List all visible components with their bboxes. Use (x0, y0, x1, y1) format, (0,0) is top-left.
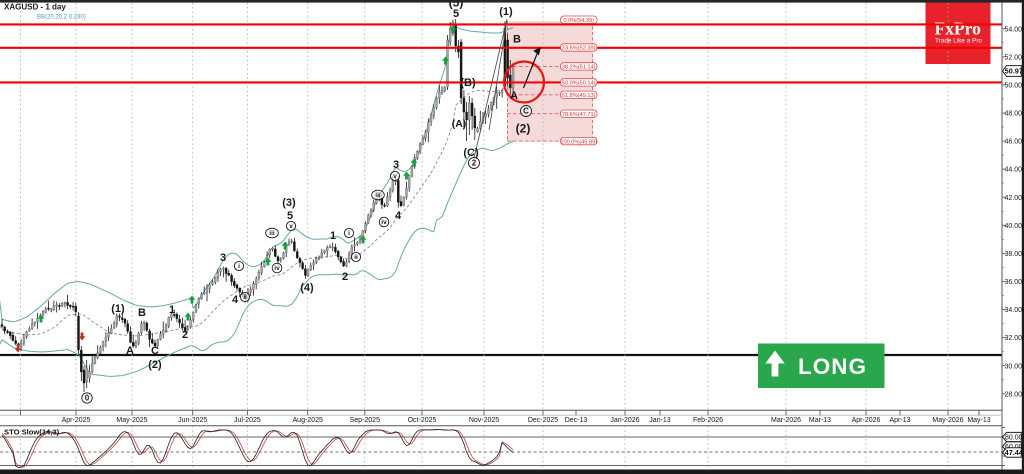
svg-text:i: i (238, 263, 240, 270)
svg-text:40.00: 40.00 (1005, 223, 1023, 230)
svg-text:Nov-2025: Nov-2025 (469, 417, 499, 424)
svg-text:iv: iv (381, 219, 387, 226)
svg-text:(1): (1) (499, 6, 513, 18)
svg-text:Jul-2025: Jul-2025 (234, 417, 261, 424)
svg-text:C: C (523, 107, 529, 116)
svg-text:38.2%(51.14): 38.2%(51.14) (562, 65, 596, 71)
svg-text:1: 1 (169, 304, 175, 316)
svg-text:(5): (5) (449, 0, 464, 9)
svg-text:2: 2 (472, 159, 477, 168)
svg-text:ii: ii (243, 294, 247, 301)
svg-text:42.00: 42.00 (1005, 195, 1023, 202)
svg-text:50.0%(50.14): 50.0%(50.14) (562, 81, 596, 87)
svg-text:36.00: 36.00 (1005, 279, 1023, 286)
svg-text:i: i (348, 230, 350, 237)
svg-text:44.00: 44.00 (1005, 167, 1023, 174)
svg-text:3: 3 (393, 159, 399, 171)
svg-text:80.00: 80.00 (1005, 435, 1023, 442)
svg-text:Mar-2026: Mar-2026 (771, 417, 801, 424)
svg-text:3: 3 (220, 252, 226, 264)
svg-text:A: A (510, 90, 518, 102)
svg-text:Apr-13: Apr-13 (889, 417, 910, 424)
svg-text:38.00: 38.00 (1005, 251, 1023, 258)
svg-text:1: 1 (330, 230, 336, 242)
svg-text:23.6%(52.39): 23.6%(52.39) (562, 46, 596, 52)
svg-text:LONG: LONG (798, 354, 867, 379)
svg-text:C: C (151, 345, 159, 357)
svg-text:BB(20,20,2 0.230): BB(20,20,2 0.230) (37, 14, 86, 20)
svg-text:Dec-13: Dec-13 (565, 417, 588, 424)
svg-text:2: 2 (182, 329, 188, 341)
svg-text:54.00: 54.00 (1005, 26, 1023, 33)
svg-text:Oct-2025: Oct-2025 (408, 417, 437, 424)
svg-text:May-2026: May-2026 (932, 417, 963, 424)
svg-text:FxPro: FxPro (935, 18, 982, 38)
svg-text:B: B (138, 307, 146, 319)
svg-text:Apr-2025: Apr-2025 (62, 417, 91, 424)
svg-text:50.97: 50.97 (1005, 67, 1023, 76)
svg-text:48.00: 48.00 (1005, 111, 1023, 118)
svg-text:47.44: 47.44 (1005, 448, 1024, 457)
svg-text:Sep-2025: Sep-2025 (350, 417, 380, 424)
svg-text:May-2025: May-2025 (116, 417, 147, 424)
svg-text:(C): (C) (463, 147, 479, 159)
svg-text:iii: iii (269, 230, 275, 237)
svg-text:78.6%(47.71): 78.6%(47.71) (562, 112, 596, 118)
svg-text:(A): (A) (452, 118, 467, 130)
svg-text:0: 0 (85, 394, 90, 403)
svg-text:STO Slow(14,3): STO Slow(14,3) (4, 428, 60, 437)
svg-text:5: 5 (453, 8, 459, 20)
svg-text:B: B (513, 33, 521, 45)
svg-text:5: 5 (287, 210, 293, 222)
svg-text:(3): (3) (282, 197, 296, 209)
svg-text:Jun-2025: Jun-2025 (178, 417, 207, 424)
svg-text:Feb-2026: Feb-2026 (693, 417, 723, 424)
svg-text:Dec-2025: Dec-2025 (528, 417, 558, 424)
svg-text:(1): (1) (111, 303, 125, 315)
svg-text:Aug-2025: Aug-2025 (293, 417, 323, 424)
svg-text:iii: iii (375, 192, 381, 199)
svg-text:34.00: 34.00 (1005, 307, 1023, 314)
svg-text:46.00: 46.00 (1005, 139, 1023, 146)
svg-text:4: 4 (232, 294, 239, 306)
svg-text:52.00: 52.00 (1005, 54, 1023, 61)
svg-text:Mar-13: Mar-13 (809, 417, 831, 424)
svg-text:Apr-2026: Apr-2026 (852, 417, 881, 424)
svg-text:XAGUSD - 1 day: XAGUSD - 1 day (4, 2, 66, 11)
svg-text:iv: iv (274, 265, 280, 272)
svg-text:May-13: May-13 (967, 417, 990, 424)
svg-text:v: v (289, 223, 293, 230)
svg-text:100.0%(45.89): 100.0%(45.89) (560, 139, 597, 145)
svg-text:ii: ii (354, 254, 358, 261)
svg-text:61.8%(49.13): 61.8%(49.13) (562, 93, 596, 99)
svg-text:50.00: 50.00 (1005, 83, 1023, 90)
svg-text:A: A (126, 345, 134, 357)
svg-text:30.00: 30.00 (1005, 363, 1023, 370)
svg-text:(2): (2) (148, 359, 162, 371)
svg-text:Jan-2026: Jan-2026 (610, 417, 639, 424)
svg-text:(B): (B) (460, 77, 476, 89)
svg-text:2: 2 (342, 271, 348, 283)
svg-text:v: v (393, 173, 397, 180)
svg-text:28.00: 28.00 (1005, 391, 1023, 398)
svg-text:(4): (4) (300, 282, 314, 294)
svg-text:Jan-13: Jan-13 (649, 417, 671, 424)
svg-text:32.00: 32.00 (1005, 335, 1023, 342)
svg-text:Trade Like a Pro: Trade Like a Pro (935, 38, 982, 45)
svg-text:0.0%(54.39): 0.0%(54.39) (563, 18, 594, 24)
svg-text:(2): (2) (516, 121, 531, 135)
svg-text:4: 4 (395, 210, 402, 222)
